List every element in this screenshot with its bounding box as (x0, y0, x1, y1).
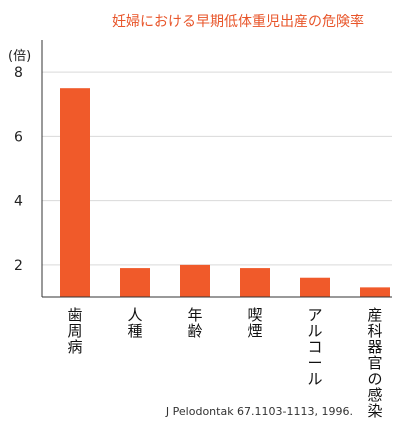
bar-4 (240, 268, 270, 297)
chart-title: 妊婦における早期低体重児出産の危険率 (112, 13, 364, 30)
y-tick-label: 6 (14, 129, 23, 145)
y-axis-ticks: 2 4 6 8 (14, 65, 23, 274)
bar-2 (120, 268, 150, 297)
bar-6 (360, 287, 390, 297)
category-label: 歯周病 (67, 306, 82, 356)
category-label: 人種 (127, 306, 142, 340)
bars (60, 88, 390, 297)
y-tick-label: 4 (14, 194, 23, 210)
bar-3 (180, 264, 210, 297)
category-labels: 歯周病 人種 年齢 喫煙 アルコール 産科器官の感染 (67, 306, 382, 420)
gridlines (42, 71, 392, 266)
y-axis-unit-label: (倍) (8, 49, 31, 64)
y-tick-label: 2 (14, 258, 23, 274)
bar-5 (300, 277, 330, 297)
category-label: 年齢 (187, 306, 202, 340)
source-citation: J Pelodontak 67.1103-1113, 1996. (165, 405, 353, 418)
category-label: アルコール (307, 306, 322, 388)
y-tick-label: 8 (14, 65, 23, 81)
category-label: 喫煙 (247, 306, 262, 340)
bar-1 (60, 88, 90, 297)
category-label: 産科器官の感染 (367, 306, 382, 420)
